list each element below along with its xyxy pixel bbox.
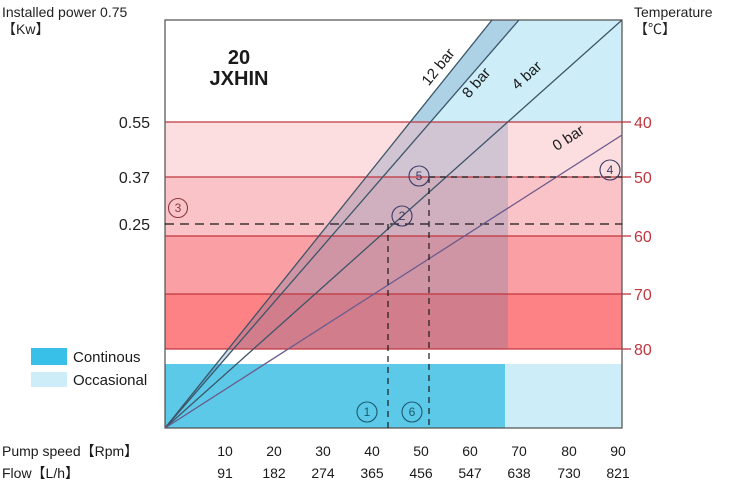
svg-text:2: 2 xyxy=(399,209,406,223)
svg-text:821: 821 xyxy=(606,465,630,481)
svg-text:50: 50 xyxy=(634,170,652,187)
svg-text:Pump speed【Rpm】: Pump speed【Rpm】 xyxy=(2,443,138,459)
svg-text:274: 274 xyxy=(311,465,335,481)
svg-text:10: 10 xyxy=(217,443,233,459)
svg-text:30: 30 xyxy=(315,443,331,459)
svg-text:91: 91 xyxy=(217,465,233,481)
svg-text:【℃】: 【℃】 xyxy=(634,21,676,37)
svg-text:4: 4 xyxy=(607,163,614,177)
svg-text:60: 60 xyxy=(462,443,478,459)
svg-text:40: 40 xyxy=(364,443,380,459)
svg-text:730: 730 xyxy=(557,465,581,481)
svg-text:【Kw】: 【Kw】 xyxy=(2,21,49,37)
svg-text:Occasional: Occasional xyxy=(73,372,147,389)
svg-text:5: 5 xyxy=(416,169,423,183)
svg-text:638: 638 xyxy=(507,465,531,481)
svg-text:1: 1 xyxy=(364,405,371,419)
svg-text:80: 80 xyxy=(634,342,652,359)
svg-text:70: 70 xyxy=(511,443,527,459)
svg-text:90: 90 xyxy=(610,443,626,459)
svg-text:20: 20 xyxy=(266,443,282,459)
svg-text:60: 60 xyxy=(634,229,652,246)
svg-text:Continous: Continous xyxy=(73,349,141,366)
svg-text:456: 456 xyxy=(409,465,433,481)
svg-text:JXHIN: JXHIN xyxy=(210,68,269,90)
svg-text:70: 70 xyxy=(634,287,652,304)
svg-text:50: 50 xyxy=(413,443,429,459)
svg-text:3: 3 xyxy=(175,201,182,215)
svg-text:0.55: 0.55 xyxy=(119,115,150,132)
svg-text:20: 20 xyxy=(228,47,250,69)
svg-text:6: 6 xyxy=(409,405,416,419)
svg-text:547: 547 xyxy=(458,465,482,481)
svg-text:0.25: 0.25 xyxy=(119,217,150,234)
svg-text:Temperature: Temperature xyxy=(634,4,713,20)
svg-text:80: 80 xyxy=(561,443,577,459)
svg-text:0.37: 0.37 xyxy=(119,170,150,187)
svg-text:182: 182 xyxy=(262,465,286,481)
svg-text:365: 365 xyxy=(360,465,384,481)
svg-text:Flow【L/h】: Flow【L/h】 xyxy=(2,465,79,481)
svg-text:Installed power 0.75: Installed power 0.75 xyxy=(2,4,128,20)
svg-text:40: 40 xyxy=(634,115,652,132)
